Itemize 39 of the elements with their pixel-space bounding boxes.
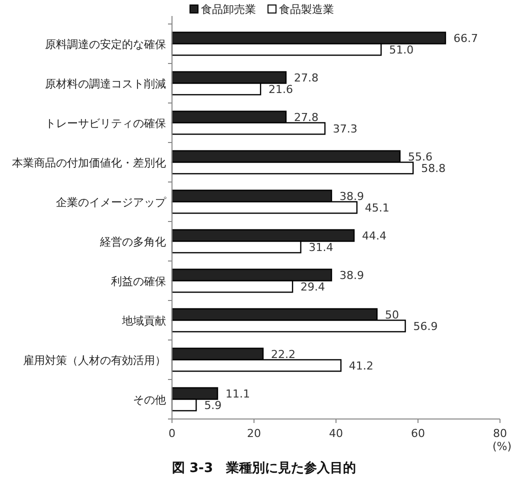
x-tick-label: 60 (411, 427, 425, 440)
data-label: 58.8 (421, 162, 446, 175)
data-label: 21.6 (268, 82, 294, 96)
text: 図 3-3 業種別に見た参入目的 (172, 460, 356, 476)
data-label: 56.9 (413, 320, 438, 333)
legend-label: 食品卸売業 (201, 3, 256, 16)
y-tick-label: トレーサビリティの確保 (45, 116, 166, 130)
y-tick-label: 経営の多角化 (99, 235, 166, 248)
data-label: 41.2 (348, 359, 374, 372)
x-tick-label: 40 (329, 427, 343, 440)
legend-label: 食品製造業 (279, 3, 334, 16)
data-label: 31.4 (308, 240, 334, 254)
x-tick-label: 20 (247, 427, 261, 440)
y-tick-label: 本業商品の付加価値化・差別化 (12, 156, 166, 170)
data-label: 51.0 (389, 43, 414, 56)
y-tick-label: 雇用対策（人材の有効活用） (23, 354, 166, 367)
data-label: 22.2 (271, 348, 296, 362)
data-label: 45.1 (364, 201, 390, 214)
data-label: 38.9 (339, 190, 364, 204)
data-label: 38.9 (339, 269, 364, 282)
y-tick-label: 原料調達の安定的な確保 (45, 38, 166, 51)
data-label: 37.3 (332, 122, 358, 136)
data-label: 27.8 (294, 72, 318, 85)
x-tick-label: 0 (168, 427, 176, 440)
data-label: 55.6 (408, 150, 432, 164)
data-label: 50 (385, 308, 399, 322)
y-tick-label: 利益の確保 (111, 274, 166, 288)
data-label: 27.8 (294, 111, 318, 124)
y-tick-label: 地域貢献 (121, 314, 166, 328)
data-label: 5.9 (204, 398, 222, 412)
x-tick-label: 80 (493, 427, 507, 440)
data-label: 29.4 (300, 280, 326, 294)
y-tick-label: 企業のイメージアップ (56, 196, 167, 209)
x-axis-title: (%) (492, 440, 512, 453)
data-label: 66.7 (453, 32, 478, 46)
data-label: 44.4 (362, 230, 387, 243)
y-tick-label: その他 (133, 393, 166, 406)
data-label: 11.1 (226, 388, 250, 401)
y-tick-label: 原材料の調達コスト削減 (45, 77, 166, 90)
